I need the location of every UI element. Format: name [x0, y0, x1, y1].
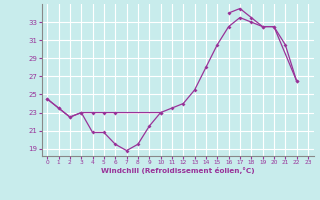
X-axis label: Windchill (Refroidissement éolien,°C): Windchill (Refroidissement éolien,°C)	[101, 167, 254, 174]
